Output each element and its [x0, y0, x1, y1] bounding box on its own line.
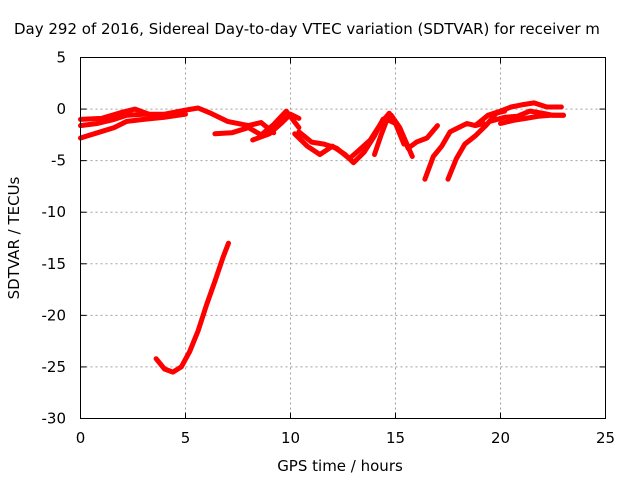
- series-line-arc-3: [78, 106, 155, 122]
- x-axis-label: GPS time / hours: [277, 457, 403, 475]
- series-line-arc-2: [78, 111, 188, 141]
- x-tick-label: 20: [491, 429, 510, 447]
- x-tick-label: 5: [181, 429, 191, 447]
- x-tick-label: 10: [281, 429, 300, 447]
- plot-frame: [80, 57, 606, 419]
- tick-labels: 0 5 10 15 20 25 5 0 -5 -10 -15 -20 -25 -30: [42, 49, 616, 448]
- y-tick-label: 0: [56, 100, 66, 118]
- y-tick-label: -10: [42, 203, 67, 221]
- series-line-arc-5: [250, 111, 302, 143]
- series-line-arc-11: [472, 100, 564, 129]
- series-line-arc-7: [296, 110, 415, 162]
- series-line-arc-6: [292, 112, 440, 166]
- y-axis-label: SDTVAR / TECUs: [5, 176, 23, 299]
- series-line-arc-8: [372, 116, 407, 157]
- x-tick-label: 0: [76, 429, 86, 447]
- y-tick-label: -30: [42, 410, 67, 428]
- y-tick-label: -15: [42, 255, 67, 273]
- x-tick-label: 25: [596, 429, 615, 447]
- y-tick-label: -5: [51, 152, 66, 170]
- y-tick-label: 5: [56, 49, 66, 67]
- chart-title: Day 292 of 2016, Sidereal Day-to-day VTE…: [14, 20, 600, 38]
- series-line-arc-14: [153, 240, 231, 375]
- series-line-arc-13: [498, 112, 566, 126]
- y-tick-label: -25: [42, 358, 67, 376]
- x-tick-label: 15: [386, 429, 405, 447]
- data-series: [78, 100, 566, 375]
- y-tick-label: -20: [42, 306, 67, 324]
